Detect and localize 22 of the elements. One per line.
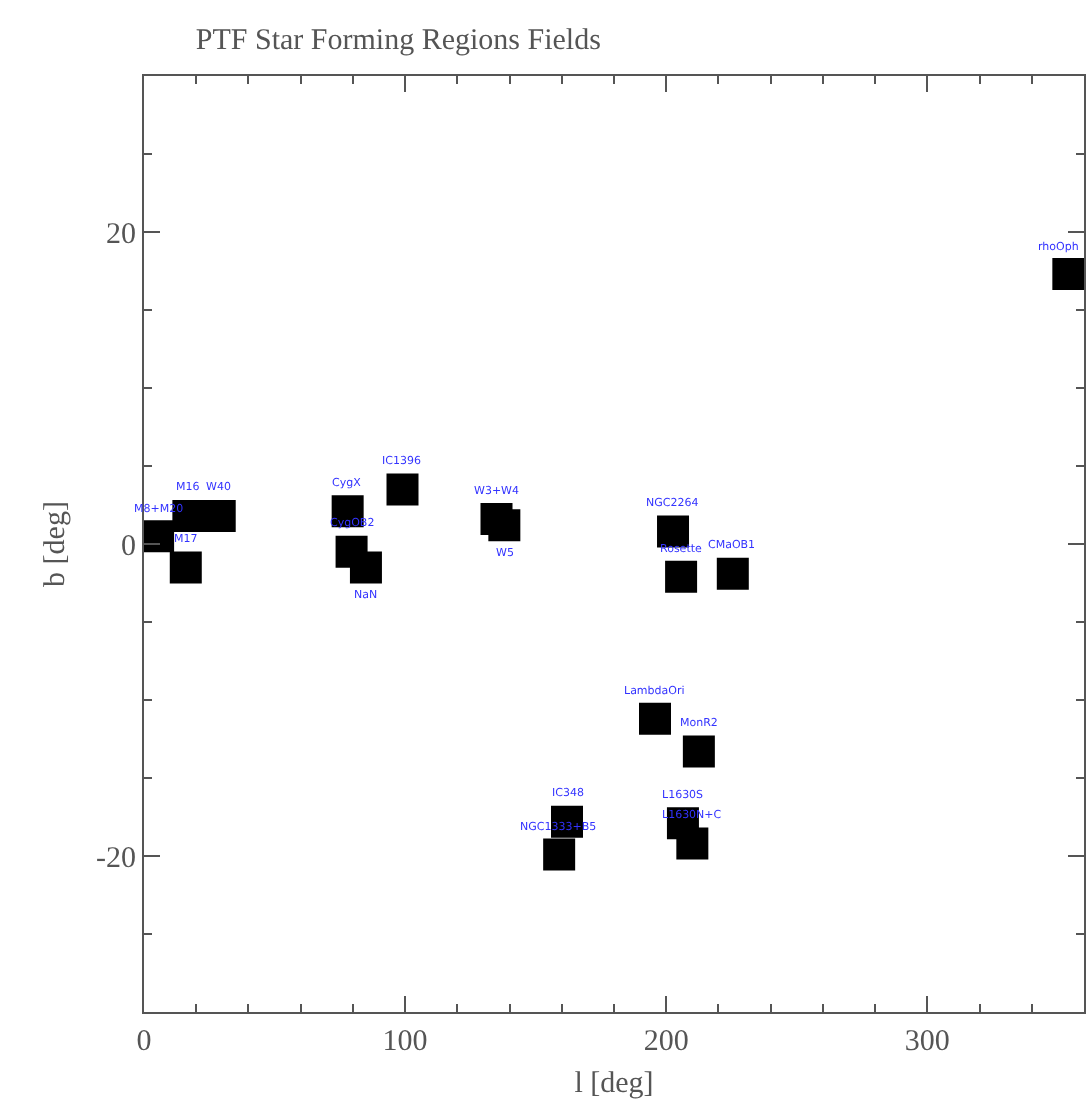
point — [682, 735, 715, 768]
y-axis-title: b [deg] — [40, 501, 72, 587]
chart-title: PTF Star Forming Regions Fields — [195, 24, 602, 57]
point — [386, 473, 419, 506]
point — [349, 551, 382, 584]
y-tick-label: 20 — [106, 218, 136, 251]
x-axis-title: l [deg] — [574, 1068, 654, 1100]
x-tick-label: 200 — [643, 1026, 689, 1058]
point — [1052, 258, 1084, 291]
y-tick-label: -20 — [96, 842, 136, 875]
point — [716, 557, 749, 590]
x-tick-label: 300 — [904, 1026, 950, 1058]
point — [203, 499, 236, 532]
point — [665, 560, 698, 593]
x-tick-label: 100 — [382, 1026, 428, 1058]
point — [144, 520, 175, 553]
point — [488, 509, 521, 542]
point — [639, 702, 671, 735]
y-tick-label: 0 — [121, 530, 136, 563]
point — [676, 827, 709, 860]
point — [543, 838, 576, 871]
point — [169, 551, 202, 584]
